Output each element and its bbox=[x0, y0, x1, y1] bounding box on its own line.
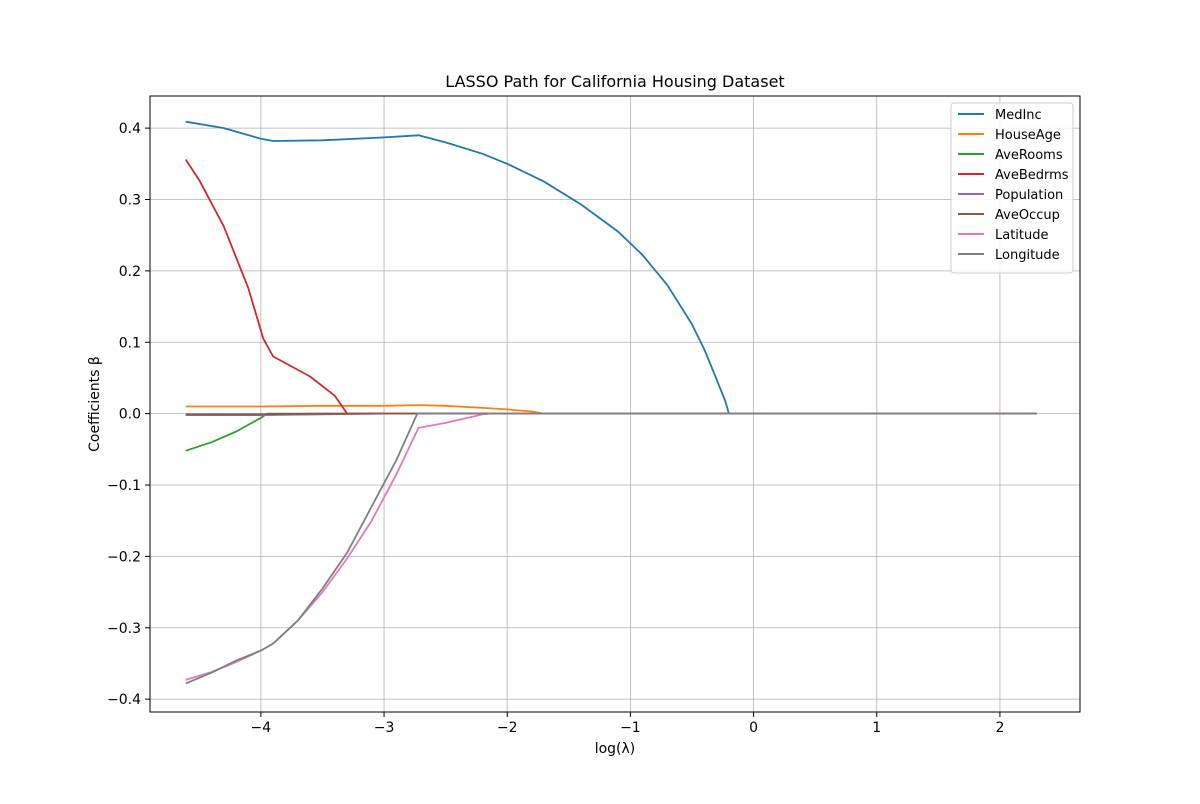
legend-label-averooms: AveRooms bbox=[995, 148, 1063, 163]
ticks: −4 −3 −2 −1 0 1 2 0.4 0.3 0.2 0.1 0.0 −0.1 −0.2 −0.3 −0… bbox=[107, 121, 1004, 736]
legend-box bbox=[950, 102, 1074, 274]
series-line-medinc bbox=[185, 120, 1037, 415]
y-tick-label: 0.1 bbox=[119, 335, 141, 351]
y-tick-label: −0.3 bbox=[107, 621, 141, 637]
y-tick-label: −0.1 bbox=[107, 478, 141, 494]
y-axis-label: Coefficients β bbox=[87, 356, 103, 452]
chart-title: LASSO Path for California Housing Datase… bbox=[445, 72, 784, 91]
y-tick-label: 0.2 bbox=[119, 264, 141, 280]
legend-label-aveoccup: AveOccup bbox=[995, 208, 1060, 223]
legend-label-medinc: MedInc bbox=[995, 108, 1042, 123]
legend-label-longitude: Longitude bbox=[995, 248, 1060, 263]
x-tick-label: 2 bbox=[995, 720, 1004, 736]
x-tick-label: −2 bbox=[497, 720, 518, 736]
y-tick-label: 0.0 bbox=[119, 407, 141, 423]
legend: MedInc HouseAge AveRooms AveBedrms Populatio… bbox=[950, 102, 1074, 274]
grid bbox=[150, 96, 1080, 712]
x-tick-label: 0 bbox=[749, 720, 758, 736]
x-tick-label: −1 bbox=[620, 720, 641, 736]
legend-label-population: Population bbox=[995, 188, 1063, 203]
plot-series bbox=[184, 120, 1037, 685]
x-tick-label: −4 bbox=[251, 720, 272, 736]
series-line-longitude bbox=[185, 412, 1037, 685]
x-tick-label: 1 bbox=[872, 720, 881, 736]
legend-label-houseage: HouseAge bbox=[995, 128, 1061, 143]
axes-frame bbox=[149, 95, 1081, 713]
y-tick-label: −0.2 bbox=[107, 549, 141, 565]
legend-label-latitude: Latitude bbox=[995, 228, 1049, 243]
legend-label-avebedrms: AveBedrms bbox=[995, 168, 1069, 183]
y-tick-label: 0.4 bbox=[119, 121, 141, 137]
y-tick-label: 0.3 bbox=[119, 192, 141, 208]
x-tick-label: −3 bbox=[374, 720, 395, 736]
x-axis-label: log(λ) bbox=[595, 741, 636, 757]
y-tick-label: −0.4 bbox=[107, 692, 141, 708]
